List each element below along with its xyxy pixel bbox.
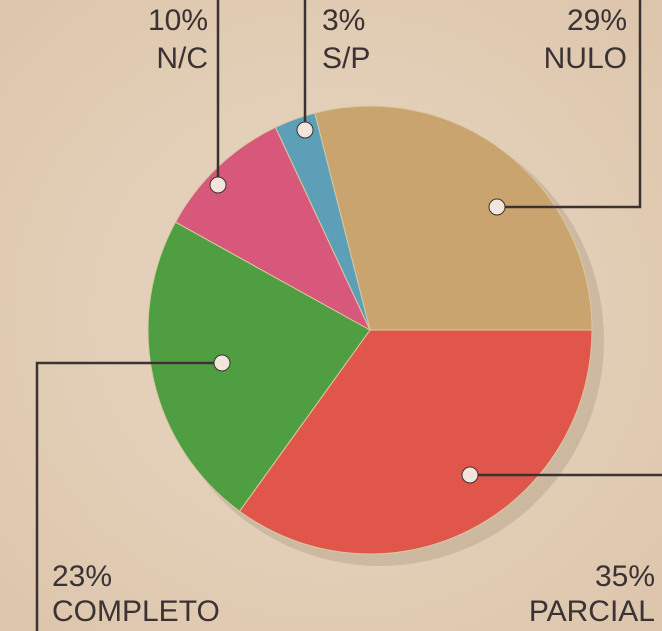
pie-slice [147, 221, 371, 512]
leader-dot [213, 354, 231, 372]
category-label: S/P [322, 42, 370, 75]
leader-line [35, 361, 222, 631]
pie-slice [274, 112, 371, 331]
value-label: 10% [148, 4, 208, 37]
pie-slice [314, 105, 593, 331]
category-label: NULO [544, 42, 627, 75]
category-label: COMPLETO [52, 595, 220, 628]
value-label: 3% [322, 4, 365, 37]
leader-line [497, 0, 642, 209]
category-label: PARCIAL [529, 595, 655, 628]
value-label: 23% [52, 560, 112, 593]
pie-slice [238, 329, 593, 555]
leader-dot [209, 176, 227, 194]
value-label: 35% [595, 560, 655, 593]
value-label: 29% [567, 4, 627, 37]
leader-dot [488, 198, 506, 216]
leader-dot [296, 121, 314, 139]
category-label: N/C [156, 42, 208, 75]
leader-dot [461, 466, 479, 484]
